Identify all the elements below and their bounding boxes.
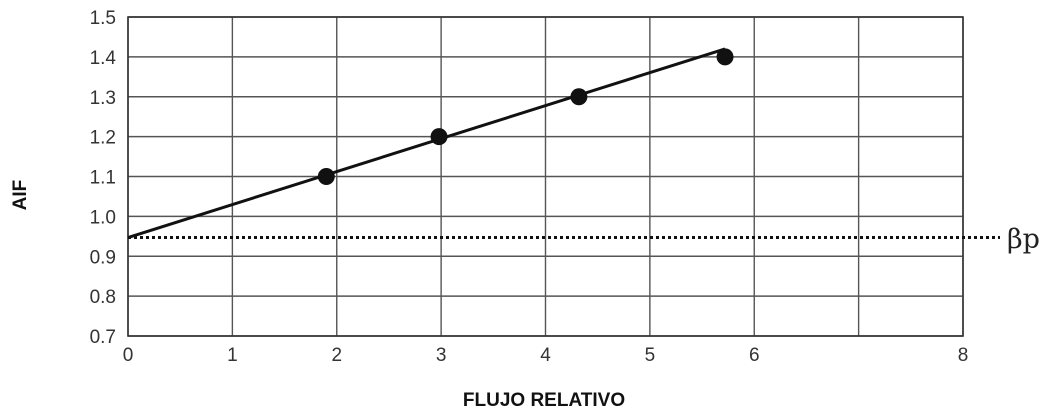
y-axis-title: AIF: [10, 180, 31, 211]
y-tick-label: 0.8: [90, 287, 116, 308]
y-tick-label: 1.0: [90, 207, 116, 228]
fit-line-layer: [127, 47, 726, 239]
x-tick-label: 8: [958, 345, 969, 366]
y-tick-label: 1.1: [90, 168, 116, 189]
x-axis-title: FLUJO RELATIVO: [463, 390, 625, 411]
grid-layer: [127, 16, 964, 337]
data-point: [716, 48, 734, 66]
y-tick-label: 0.9: [90, 247, 116, 268]
x-tick-label: 4: [540, 345, 551, 366]
y-tick-label: 1.2: [90, 128, 116, 149]
x-tick-label: 5: [645, 345, 656, 366]
x-tick-label: 6: [749, 345, 760, 366]
y-tick-label: 1.4: [90, 48, 117, 69]
data-point: [570, 88, 588, 106]
y-tick-label: 1.5: [90, 8, 116, 29]
data-point: [317, 168, 335, 185]
tick-labels-layer: 0 1 2 3 4 5 6 8 0.7 0.8 0.9 1.0 1.1 1.2 1.3 1.4 1.5: [90, 8, 969, 366]
y-tick-label: 1.3: [90, 88, 116, 109]
plot-frame: [127, 16, 964, 337]
points-layer: [317, 48, 734, 185]
reference-line-label: βp: [1007, 224, 1039, 255]
fit-line: [127, 47, 726, 239]
x-tick-label: 1: [227, 345, 238, 366]
x-tick-label: 0: [123, 345, 134, 366]
y-tick-label: 0.7: [90, 327, 116, 348]
data-point: [430, 128, 448, 146]
x-tick-label: 3: [436, 345, 447, 366]
x-tick-label: 2: [331, 345, 342, 366]
